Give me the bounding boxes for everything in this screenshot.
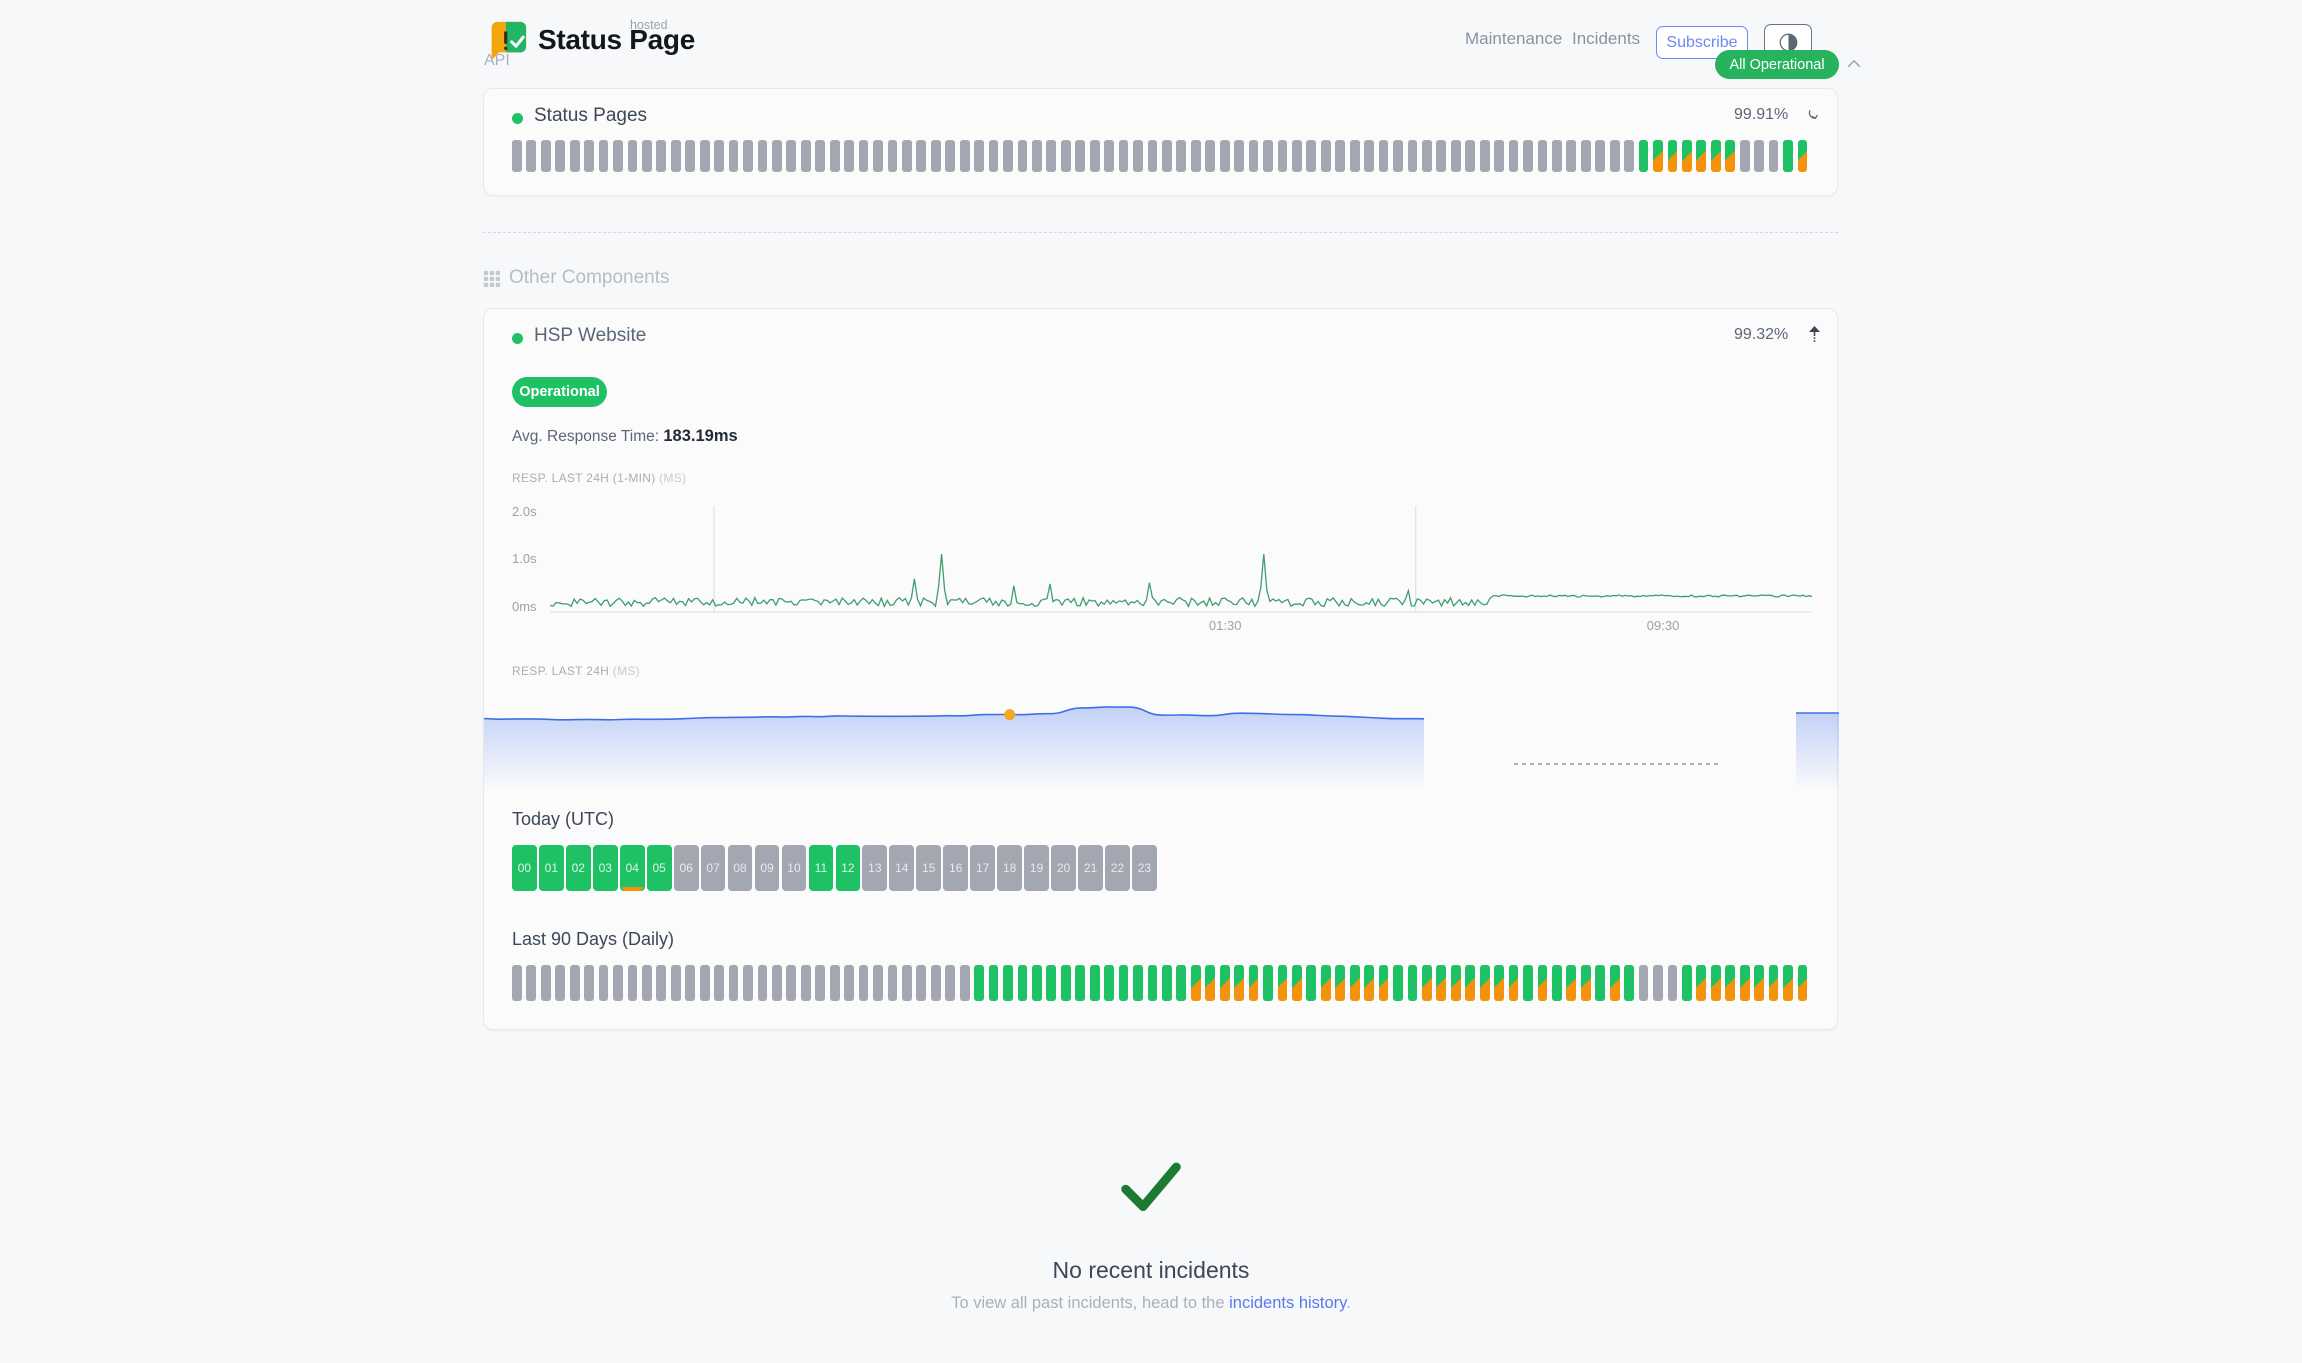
svg-text:1.0s: 1.0s [512, 551, 537, 566]
svg-text:0ms: 0ms [512, 599, 537, 614]
svg-text:2.0s: 2.0s [512, 504, 537, 519]
svg-text:09:30: 09:30 [1647, 618, 1680, 633]
svg-text:01:30: 01:30 [1209, 618, 1242, 633]
